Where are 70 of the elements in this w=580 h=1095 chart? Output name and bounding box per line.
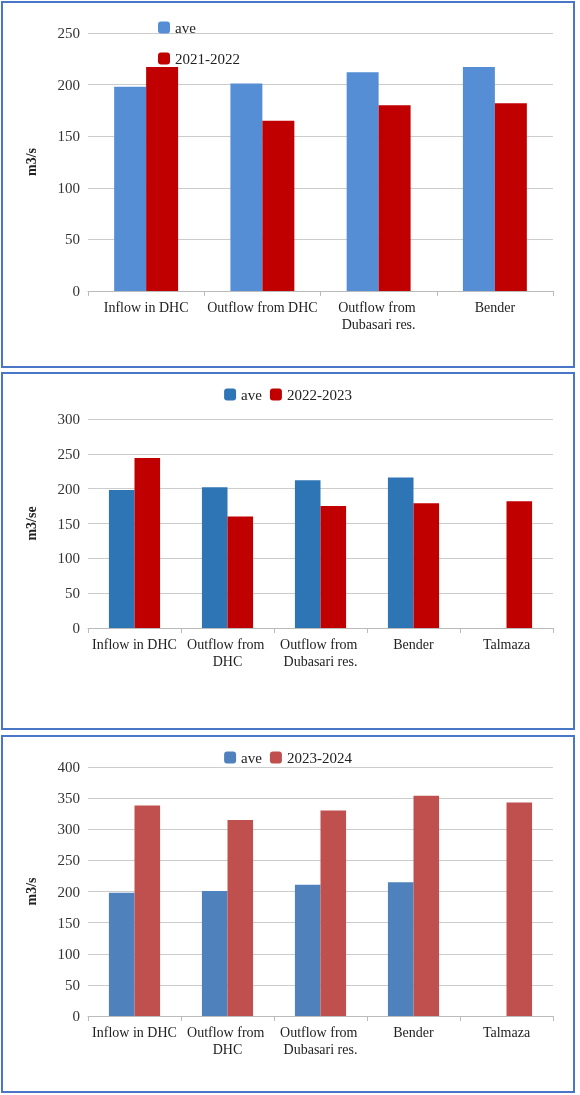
- bar: [494, 103, 527, 291]
- bar: [114, 86, 147, 291]
- x-tick-label: Inflow in DHC: [103, 300, 189, 315]
- y-tick-label: 250: [57, 445, 80, 462]
- y-tick-label: 300: [57, 411, 80, 427]
- bar: [134, 805, 161, 1016]
- bar: [413, 503, 440, 628]
- x-tick-label: Outflow from Dubasari res.: [280, 1025, 361, 1057]
- bar: [506, 802, 533, 1016]
- x-tick-label: Outflow from DHC: [207, 300, 318, 315]
- bar: [108, 892, 135, 1016]
- bar: [346, 72, 379, 291]
- y-tick-label: 200: [57, 883, 80, 900]
- bar: [134, 458, 161, 628]
- bar: [506, 501, 533, 628]
- y-axis-title: m3/s: [23, 876, 39, 906]
- y-tick-label: 350: [57, 790, 80, 807]
- x-tick-label: Bender: [393, 637, 435, 652]
- x-tick-label: Talmaza: [482, 1025, 531, 1040]
- bar: [462, 67, 495, 291]
- x-tick-label: Outflow from Dubasari res.: [280, 637, 361, 669]
- x-tick-label: Talmaza: [482, 637, 531, 652]
- bar: [227, 516, 254, 628]
- x-tick-label: Inflow in DHC: [92, 637, 177, 652]
- y-tick-label: 250: [57, 852, 80, 869]
- x-tick-label: Bender: [474, 300, 516, 315]
- y-axis-title: m3/s: [23, 147, 39, 176]
- bar: [294, 480, 321, 628]
- bar: [413, 795, 440, 1016]
- legend-label: 2022-2023: [286, 386, 352, 403]
- y-tick-label: 0: [72, 283, 80, 299]
- y-tick-label: 400: [57, 759, 80, 775]
- bar: [378, 105, 411, 291]
- legend-label: ave: [241, 749, 263, 766]
- y-tick-label: 100: [57, 945, 80, 962]
- legend-label: 2021-2022: [175, 50, 240, 67]
- bar: [201, 890, 228, 1016]
- y-tick-label: 100: [57, 550, 80, 567]
- bar: [230, 83, 263, 291]
- bar: [108, 490, 135, 628]
- y-tick-label: 0: [72, 620, 80, 636]
- legend-label: ave: [175, 19, 197, 36]
- y-tick-label: 0: [72, 1008, 80, 1024]
- bar: [320, 810, 347, 1016]
- y-tick-label: 150: [57, 515, 80, 532]
- bar: [320, 506, 347, 628]
- bar: [227, 819, 254, 1016]
- y-tick-label: 50: [65, 585, 80, 602]
- y-tick-label: 100: [57, 179, 80, 196]
- x-tick-label: Bender: [393, 1025, 435, 1040]
- bar: [387, 477, 414, 628]
- y-tick-label: 150: [57, 128, 80, 145]
- x-tick-label: Inflow in DHC: [92, 1025, 177, 1040]
- bar: [262, 120, 295, 291]
- x-tick-label: Outflow from Dubasari res.: [338, 300, 420, 332]
- y-tick-label: 200: [57, 76, 80, 93]
- legend-label: ave: [241, 386, 263, 403]
- y-tick-label: 250: [57, 25, 80, 41]
- y-tick-label: 150: [57, 914, 80, 931]
- x-tick-label: Outflow from DHC: [187, 1025, 268, 1057]
- y-axis-title: m3/se: [23, 506, 39, 541]
- legend-label: 2023-2024: [286, 749, 353, 766]
- y-tick-label: 50: [65, 231, 80, 248]
- y-tick-label: 300: [57, 821, 80, 838]
- y-tick-label: 50: [65, 976, 80, 993]
- bar: [201, 487, 228, 628]
- bar: [294, 884, 321, 1016]
- y-tick-label: 200: [57, 480, 80, 497]
- x-tick-label: Outflow from DHC: [187, 637, 268, 669]
- bar: [387, 882, 414, 1016]
